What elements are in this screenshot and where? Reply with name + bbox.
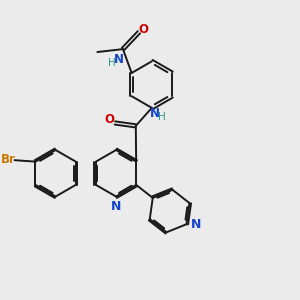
Text: O: O — [139, 23, 149, 36]
Text: H: H — [158, 112, 166, 122]
Text: N: N — [191, 218, 201, 231]
Text: H: H — [108, 58, 116, 68]
Text: N: N — [114, 53, 124, 66]
Text: Br: Br — [1, 153, 16, 167]
Text: N: N — [150, 106, 160, 120]
Text: N: N — [111, 200, 121, 213]
Text: O: O — [105, 113, 115, 126]
